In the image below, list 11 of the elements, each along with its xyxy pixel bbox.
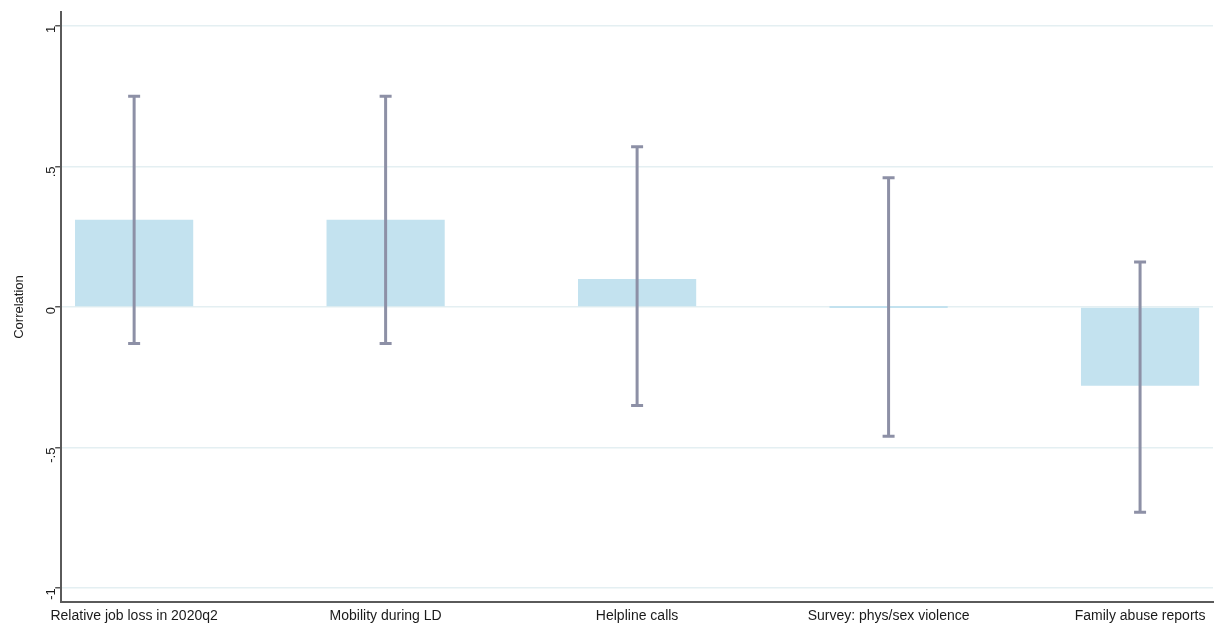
y-tick-label: 0: [42, 307, 58, 315]
x-tick-label: Relative job loss in 2020q2: [50, 607, 218, 624]
x-tick-label: Family abuse reports: [1074, 607, 1206, 624]
x-tick-label: Mobility during LD: [329, 607, 442, 624]
y-axis-title: Correlation: [11, 275, 27, 339]
x-tick-label: Survey: phys/sex violence: [807, 607, 970, 624]
y-tick-label: -.5: [42, 447, 58, 463]
y-tick-label: -1: [42, 588, 58, 600]
x-tick-label: Helpline calls: [595, 607, 679, 624]
y-tick-label: 1: [42, 25, 58, 34]
y-tick-label: .5: [42, 166, 58, 178]
